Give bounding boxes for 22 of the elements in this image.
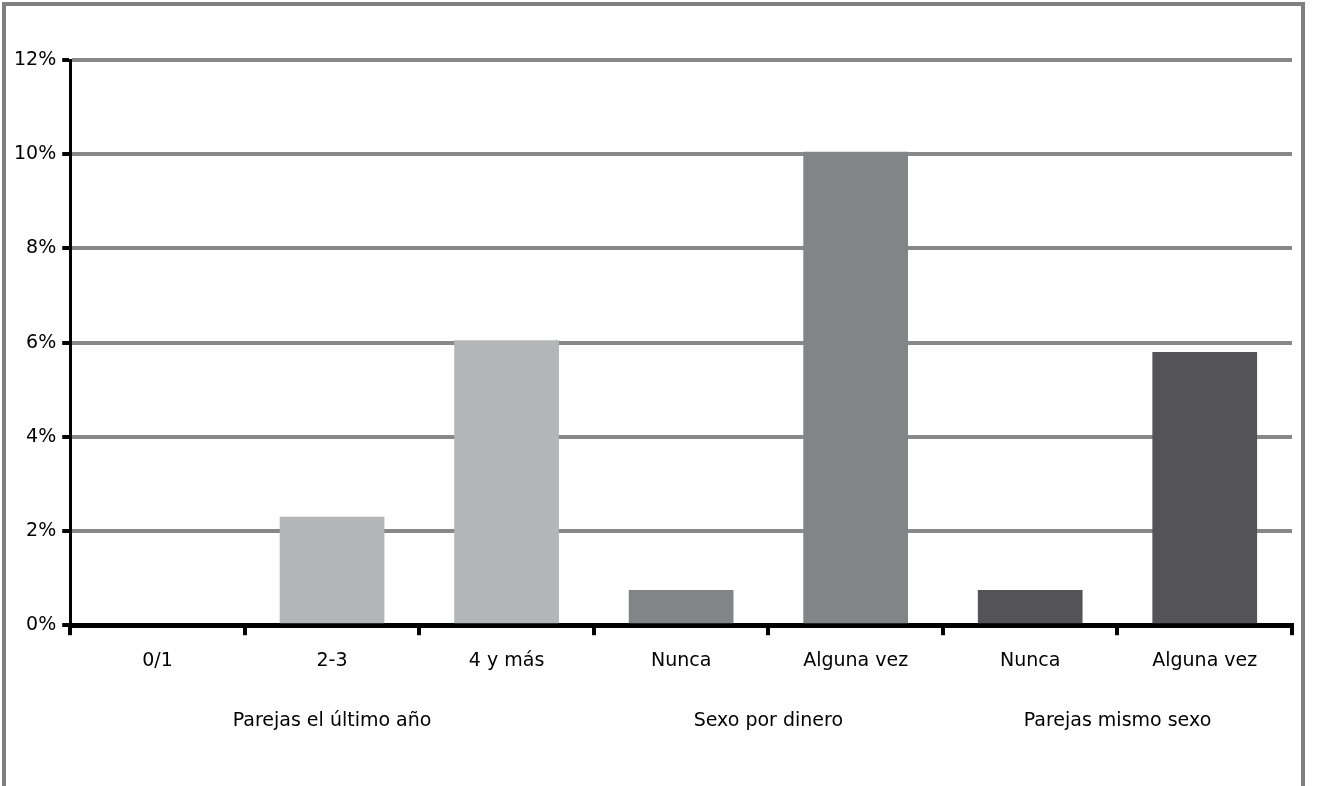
x-tick-label: 2-3 [316, 647, 348, 670]
x-tick-label: 0/1 [142, 647, 173, 670]
x-tick-label: Nunca [650, 647, 712, 670]
bar [628, 589, 734, 624]
bar [977, 589, 1083, 624]
bar [454, 340, 559, 624]
x-tick-label: Alguna vez [1152, 647, 1258, 670]
y-tick-label: 2% [26, 517, 57, 540]
text: Sexo por dinero [693, 708, 844, 731]
text: Parejas mismo sexo [1023, 708, 1212, 731]
y-tick-label: 4% [26, 423, 57, 446]
y-tick-label: 12% [14, 46, 57, 69]
y-tick-label: 6% [26, 329, 57, 352]
x-tick-label: 4 y más [468, 647, 545, 670]
bar [1152, 352, 1258, 624]
x-tick-label: Nunca [1000, 647, 1061, 670]
y-tick-label: 0% [26, 612, 57, 635]
bar [279, 516, 385, 624]
y-tick-label: 10% [14, 141, 57, 164]
x-tick-label: Alguna vez [803, 647, 909, 670]
y-tick-label: 8% [26, 235, 57, 258]
text: Parejas el último año [232, 708, 432, 731]
